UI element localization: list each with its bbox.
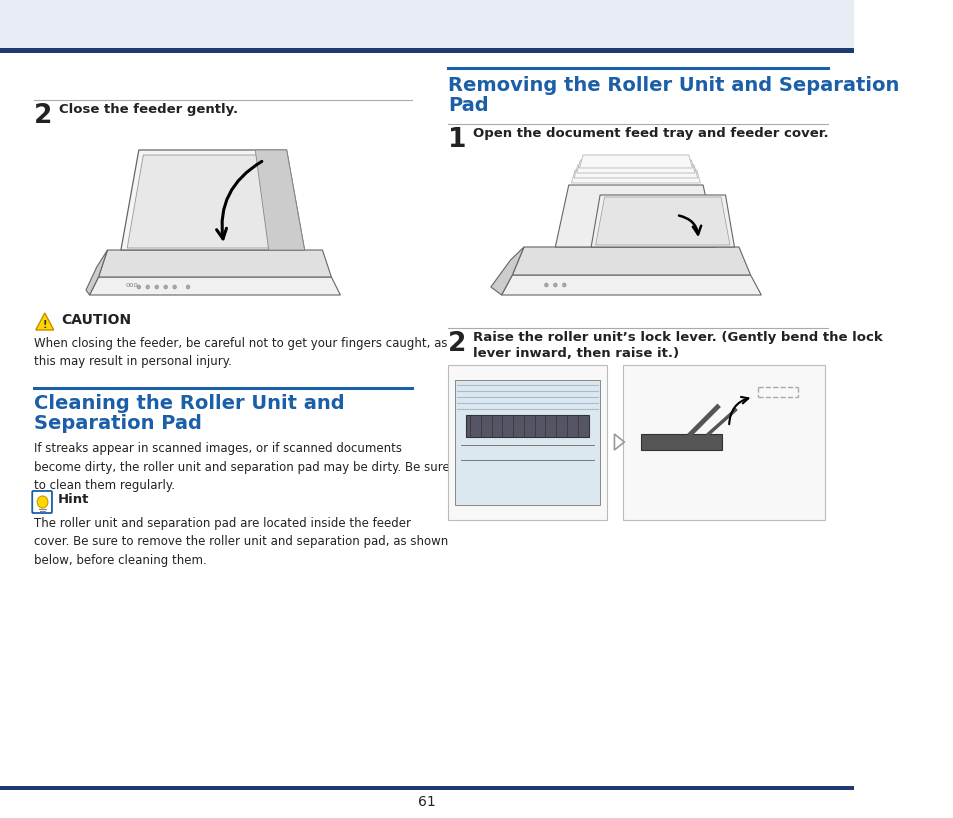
- FancyBboxPatch shape: [32, 491, 51, 513]
- FancyArrowPatch shape: [216, 161, 261, 239]
- Polygon shape: [255, 150, 304, 250]
- Text: Pad: Pad: [447, 96, 488, 115]
- Circle shape: [544, 283, 548, 287]
- Bar: [0, 786, 854, 790]
- Text: When closing the feeder, be careful not to get your fingers caught, as
this may : When closing the feeder, be careful not …: [34, 337, 447, 368]
- Text: CAUTION: CAUTION: [61, 313, 131, 327]
- Polygon shape: [574, 165, 697, 178]
- Bar: [622, 365, 824, 520]
- Bar: [0, 48, 854, 53]
- Polygon shape: [490, 247, 523, 295]
- Circle shape: [186, 285, 190, 289]
- Polygon shape: [90, 277, 340, 295]
- Text: 61: 61: [418, 795, 436, 809]
- Circle shape: [137, 285, 140, 289]
- Text: ooo: ooo: [125, 282, 138, 288]
- Bar: [465, 415, 589, 437]
- Polygon shape: [595, 197, 729, 245]
- Polygon shape: [571, 170, 700, 183]
- FancyArrowPatch shape: [679, 216, 700, 235]
- Bar: [447, 365, 607, 520]
- Polygon shape: [555, 185, 716, 247]
- Circle shape: [562, 283, 565, 287]
- FancyArrowPatch shape: [728, 397, 747, 425]
- Polygon shape: [121, 150, 304, 250]
- Circle shape: [146, 285, 150, 289]
- Text: Hint: Hint: [57, 493, 89, 506]
- Text: !: !: [43, 320, 47, 330]
- Bar: [640, 434, 721, 450]
- Polygon shape: [36, 313, 53, 330]
- Polygon shape: [98, 250, 331, 277]
- Polygon shape: [512, 247, 750, 275]
- Text: 1: 1: [447, 127, 466, 153]
- Polygon shape: [578, 155, 692, 168]
- Bar: [0, 0, 854, 52]
- Polygon shape: [86, 250, 108, 295]
- Text: Cleaning the Roller Unit and: Cleaning the Roller Unit and: [34, 394, 344, 413]
- Text: lever inward, then raise it.): lever inward, then raise it.): [473, 347, 679, 360]
- Polygon shape: [127, 155, 300, 248]
- Text: Removing the Roller Unit and Separation: Removing the Roller Unit and Separation: [447, 76, 899, 95]
- Circle shape: [553, 283, 557, 287]
- Text: Open the document feed tray and feeder cover.: Open the document feed tray and feeder c…: [473, 127, 827, 140]
- Circle shape: [154, 285, 158, 289]
- Circle shape: [172, 285, 176, 289]
- Text: If streaks appear in scanned images, or if scanned documents
become dirty, the r: If streaks appear in scanned images, or …: [34, 442, 449, 492]
- Circle shape: [164, 285, 168, 289]
- Text: Raise the roller unit’s lock lever. (Gently bend the lock: Raise the roller unit’s lock lever. (Gen…: [473, 331, 882, 344]
- Circle shape: [37, 496, 48, 508]
- Polygon shape: [501, 275, 760, 295]
- Polygon shape: [591, 195, 734, 247]
- Polygon shape: [577, 160, 695, 173]
- Bar: [455, 380, 599, 505]
- Text: 2: 2: [447, 331, 466, 357]
- Text: The roller unit and separation pad are located inside the feeder
cover. Be sure : The roller unit and separation pad are l…: [34, 517, 448, 567]
- Text: Separation Pad: Separation Pad: [34, 414, 202, 433]
- Text: 2: 2: [34, 103, 52, 129]
- Text: Close the feeder gently.: Close the feeder gently.: [59, 103, 238, 116]
